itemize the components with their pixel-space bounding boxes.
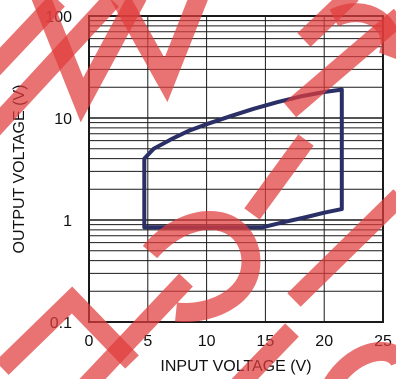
watermark-stroke [142, 211, 261, 322]
watermark-stroke [244, 134, 314, 220]
x-tick-label: 10 [198, 333, 216, 350]
x-axis-label: INPUT VOLTAGE (V) [160, 358, 311, 375]
watermark-stroke [31, 0, 147, 123]
watermark-stroke [0, 286, 139, 375]
watermark-stroke [297, 0, 359, 47]
y-tick-label: 1 [63, 213, 72, 230]
plot-frame [88, 15, 384, 323]
watermark-stroke [329, 3, 396, 59]
watermark-stroke [231, 323, 299, 379]
watermark-stroke [324, 341, 396, 379]
y-axis-label: OUTPUT VOLTAGE (V) [11, 85, 28, 254]
watermark-stroke [79, 273, 193, 379]
y-tick-label: 10 [54, 111, 72, 128]
watermark-stroke [0, 0, 119, 136]
x-tick-label: 20 [315, 333, 333, 350]
watermark-stroke [287, 189, 396, 307]
watermark-stroke [110, 0, 208, 103]
x-tick-label: 0 [85, 333, 94, 350]
x-tick-label: 5 [143, 333, 152, 350]
